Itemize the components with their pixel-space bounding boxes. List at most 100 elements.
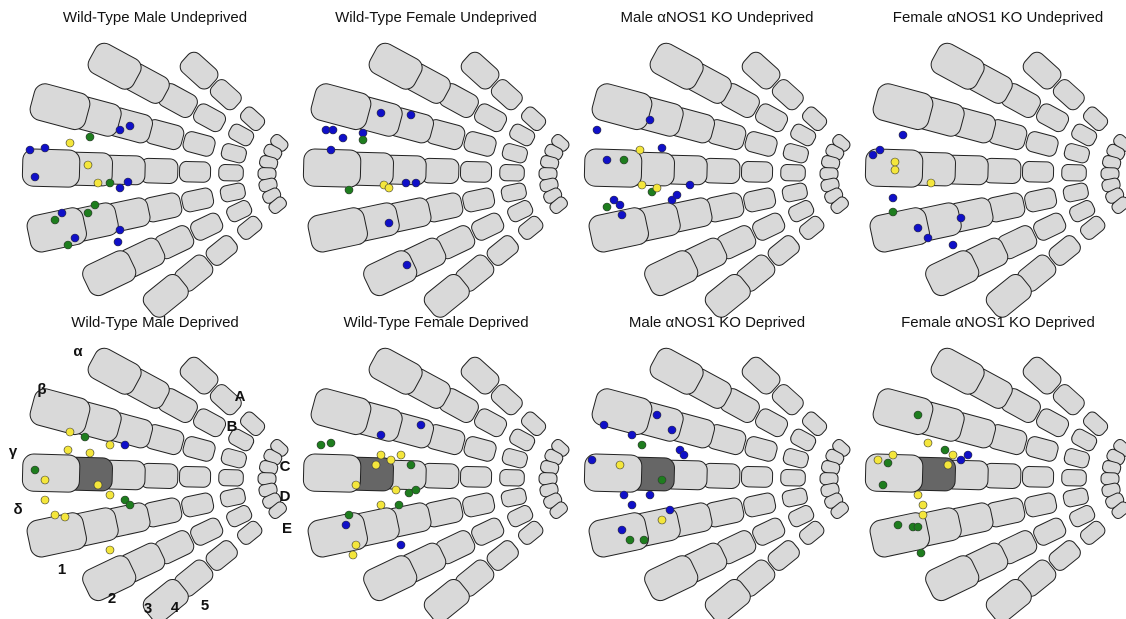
cell-dot — [627, 500, 637, 510]
barrel — [701, 462, 741, 489]
barrel — [740, 465, 774, 488]
barrel — [499, 164, 525, 182]
barrel — [752, 212, 786, 241]
barrel-label: δ — [13, 501, 22, 518]
barrel — [644, 250, 699, 297]
barrel — [788, 505, 815, 528]
cell-dot — [592, 125, 602, 135]
cell-dot — [105, 178, 115, 188]
barrel — [799, 215, 825, 240]
cell-dot — [105, 490, 115, 500]
panel: Wild-Type Male Deprived α β γ δ AB CDE 1 2 3 4 5 — [9, 314, 292, 619]
barrel — [226, 200, 253, 223]
barrel — [985, 578, 1032, 619]
barrel — [1033, 517, 1067, 546]
cell-dot — [344, 185, 354, 195]
barrel — [509, 123, 536, 147]
cell-dot — [376, 430, 386, 440]
cell-dot — [120, 440, 130, 450]
cell-dot — [90, 200, 100, 210]
barrel — [704, 273, 751, 318]
panel: Male αNOS1 KO Deprived — [583, 314, 851, 619]
cell-dot — [105, 440, 115, 450]
barrel-label: 3 — [144, 600, 152, 617]
cell-dot — [918, 500, 928, 510]
barrel — [780, 469, 806, 487]
barrel — [363, 250, 418, 297]
cell-dot — [406, 110, 416, 120]
barrel-label: B — [227, 418, 238, 435]
cell-dot — [85, 448, 95, 458]
barrel — [1021, 465, 1055, 488]
cell-dot — [587, 455, 597, 465]
barrel-label: γ — [9, 443, 18, 460]
barrel — [240, 106, 266, 132]
cell-dot — [57, 208, 67, 218]
barrel — [588, 207, 649, 253]
cell-dot — [652, 183, 662, 193]
barrel — [139, 462, 179, 489]
barrel — [925, 555, 980, 602]
cell-dot — [637, 180, 647, 190]
cell-dot — [70, 233, 80, 243]
barrel — [982, 157, 1022, 184]
panel-title: Male αNOS1 KO Undeprived — [621, 9, 814, 26]
panel: Female αNOS1 KO Undeprived — [864, 9, 1126, 318]
barrel — [368, 42, 423, 90]
barrel-label: A — [235, 388, 246, 405]
cell-dot — [913, 223, 923, 233]
barrel — [755, 103, 789, 133]
cell-dot — [326, 145, 336, 155]
barrel — [500, 487, 527, 508]
cell-dot — [93, 480, 103, 490]
barrel — [549, 501, 568, 520]
cell-dot — [890, 157, 900, 167]
barrel — [518, 215, 544, 240]
barrel — [310, 388, 372, 436]
barrel — [1111, 501, 1126, 520]
cell-dot — [617, 525, 627, 535]
barrel — [1052, 384, 1085, 416]
barrel — [644, 555, 699, 602]
barrel — [1024, 492, 1058, 518]
barrel — [218, 469, 244, 487]
barrel — [181, 187, 215, 213]
barrel — [21, 148, 81, 188]
cell-dot — [85, 132, 95, 142]
barrel — [460, 51, 500, 90]
cell-dot — [637, 440, 647, 450]
barrel — [268, 196, 287, 215]
cell-dot — [652, 410, 662, 420]
barrel — [771, 384, 804, 416]
barrel — [460, 356, 500, 395]
barrel — [209, 79, 242, 111]
barrel — [1071, 123, 1098, 147]
barrel — [744, 436, 778, 462]
cell-dot — [396, 450, 406, 460]
cell-dot — [888, 193, 898, 203]
cell-dot — [60, 512, 70, 522]
barrel — [363, 555, 418, 602]
cell-dot — [125, 500, 135, 510]
cell-dot — [918, 510, 928, 520]
barrel — [799, 520, 825, 545]
cell-dot — [40, 143, 50, 153]
barrel — [302, 148, 362, 188]
cell-dot — [657, 515, 667, 525]
cell-dot — [916, 548, 926, 558]
barrel — [507, 505, 534, 528]
cell-dot — [913, 522, 923, 532]
cell-dot — [80, 432, 90, 442]
barrel — [790, 428, 817, 452]
cell-dot — [125, 121, 135, 131]
cell-dot — [883, 458, 893, 468]
barrel — [228, 123, 255, 147]
barrel — [701, 157, 741, 184]
barrel — [802, 106, 828, 132]
barrel-label: D — [280, 488, 291, 505]
barrel — [925, 250, 980, 297]
cell-dot — [657, 475, 667, 485]
barrel — [982, 462, 1022, 489]
barrel — [237, 215, 263, 240]
barrel — [471, 517, 505, 546]
